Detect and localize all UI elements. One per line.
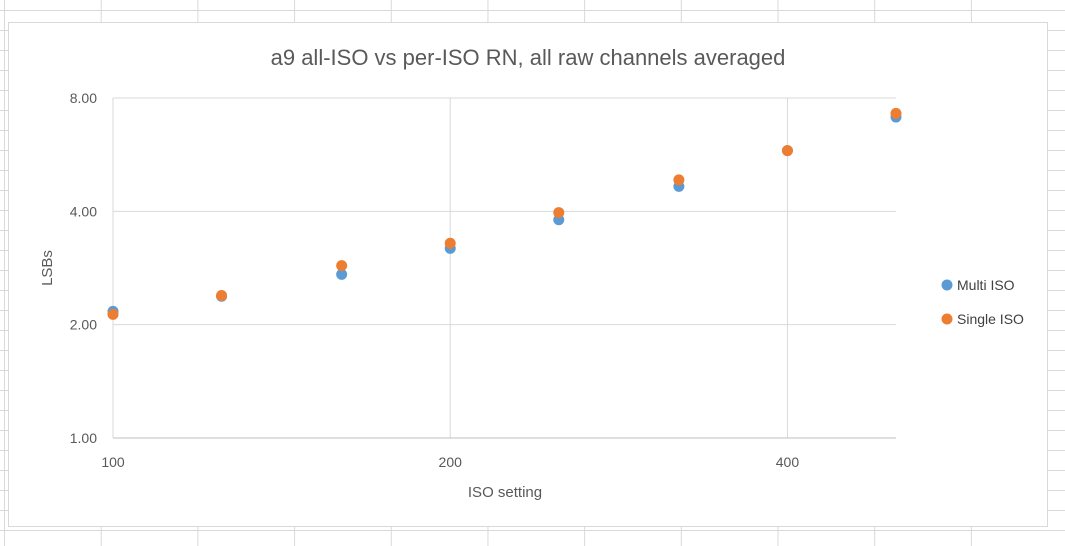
data-point-single-iso[interactable]: [781, 145, 793, 157]
data-point-single-iso[interactable]: [673, 174, 685, 186]
x-axis-title: ISO setting: [468, 484, 542, 501]
chart-area[interactable]: [8, 22, 1048, 527]
legend-entry[interactable]: Multi ISO: [957, 277, 1015, 293]
legend-entry[interactable]: Single ISO: [957, 311, 1024, 327]
chart-title: a9 all-ISO vs per-ISO RN, all raw channe…: [271, 45, 786, 70]
x-tick-label: 100: [101, 454, 125, 470]
y-tick-label: 2.00: [70, 317, 97, 333]
data-point-single-iso[interactable]: [890, 107, 902, 119]
y-tick-label: 8.00: [70, 90, 97, 106]
tick-labels: 1.00 2.00 4.00 8.00 100 200 400: [70, 90, 800, 470]
legend-marker: [941, 313, 953, 325]
y-axis-title: LSBs: [39, 250, 56, 286]
y-tick-label: 1.00: [70, 430, 97, 446]
data-point-single-iso[interactable]: [107, 308, 119, 320]
data-point-single-iso[interactable]: [336, 260, 348, 272]
data-point-single-iso[interactable]: [444, 237, 456, 249]
x-tick-label: 200: [439, 454, 463, 470]
gridlines: [112, 97, 896, 438]
legend: Multi ISO Single ISO: [941, 277, 1024, 327]
data-points: [107, 107, 902, 320]
y-tick-label: 4.00: [70, 203, 97, 219]
data-point-multi-iso[interactable]: [336, 268, 348, 280]
legend-marker: [941, 279, 953, 291]
x-tick-label: 400: [776, 454, 800, 470]
data-point-single-iso[interactable]: [553, 207, 565, 219]
data-point-single-iso[interactable]: [216, 290, 228, 302]
